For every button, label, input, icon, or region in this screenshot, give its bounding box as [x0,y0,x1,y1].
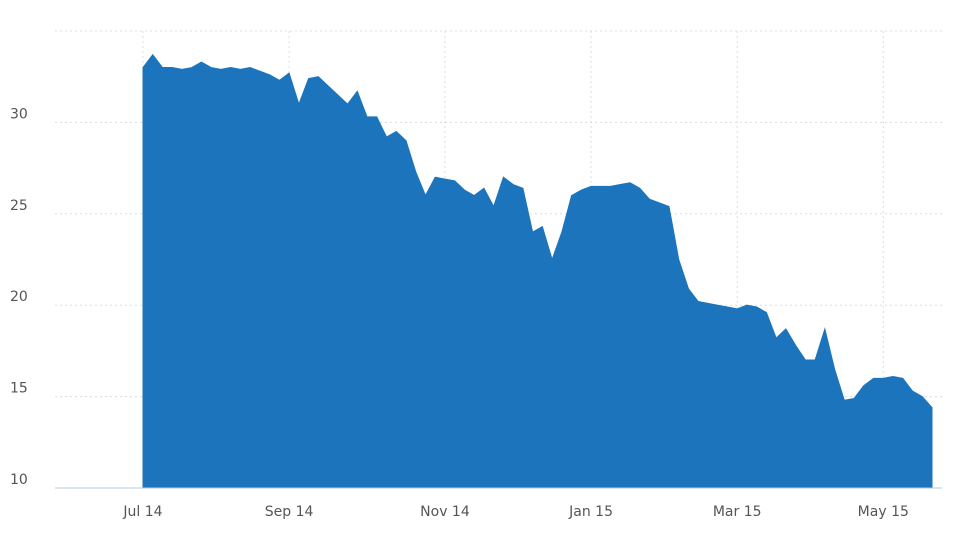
y-tick-label: 10 [10,472,28,488]
x-tick-label: Mar 15 [713,504,762,520]
y-tick-label: 30 [10,106,28,122]
x-tick-label: May 15 [858,504,909,520]
y-tick-label: 25 [10,198,28,214]
x-tick-label: Jan 15 [568,504,613,520]
x-tick-label: Nov 14 [420,504,470,520]
x-tick-label: Jul 14 [122,504,162,520]
area [142,53,933,489]
y-tick-label: 20 [10,289,28,305]
y-tick-label: 15 [10,381,28,397]
x-tick-label: Sep 14 [265,504,314,520]
